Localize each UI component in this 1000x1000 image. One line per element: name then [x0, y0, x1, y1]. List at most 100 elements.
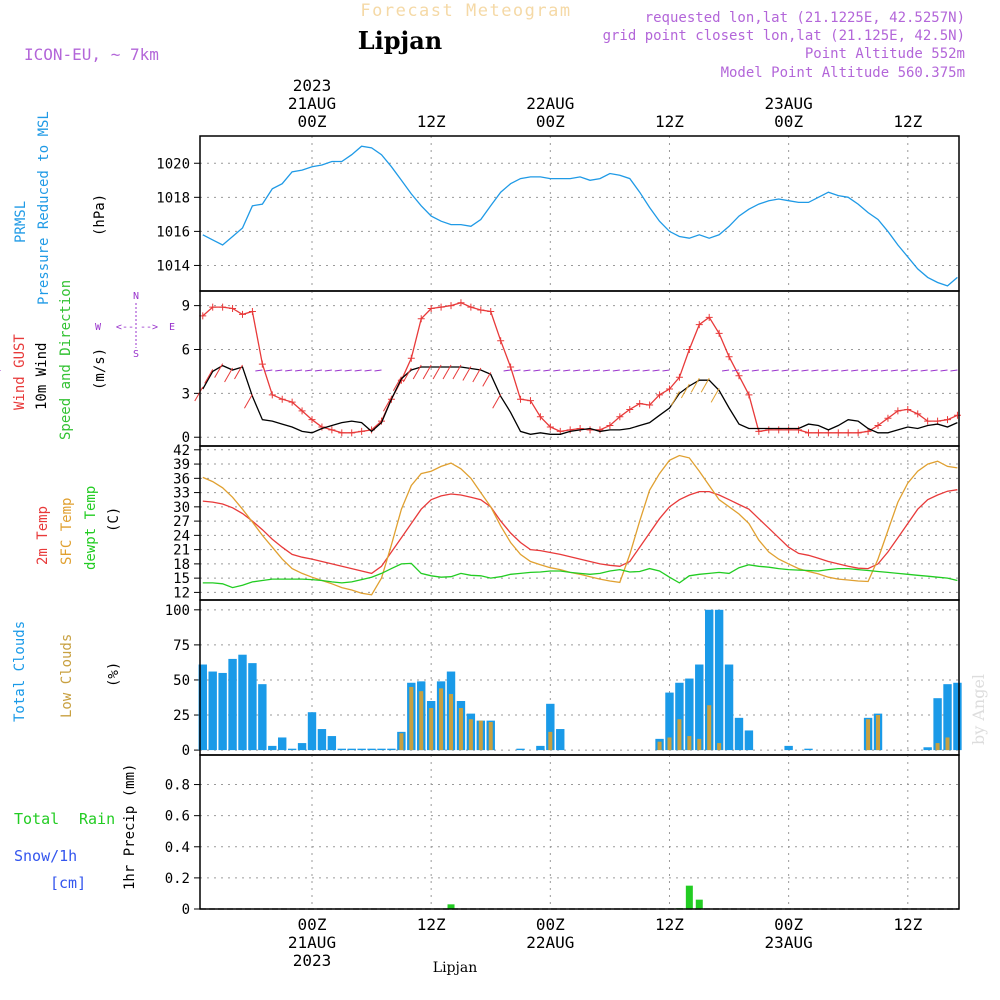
wind-dir-arrow	[543, 369, 551, 372]
point-altitude: Point Altitude 552m	[805, 46, 965, 62]
total-cloud-bar	[695, 664, 704, 751]
compass-arrows: <-- -->	[116, 322, 158, 333]
gust-point	[586, 426, 594, 434]
y-tick-label: 30	[173, 500, 190, 516]
gust-point	[526, 397, 534, 405]
bottom-time-label: 12Z	[417, 915, 446, 934]
ms-label: (m/s)	[92, 348, 108, 390]
total-cloud-bar	[248, 663, 257, 751]
total-cloud-bar	[208, 671, 217, 751]
gust-point	[685, 345, 693, 353]
bottom-time-label: 00Z	[536, 915, 565, 934]
wind-dir-arrow	[275, 369, 283, 372]
y-tick-label: 24	[173, 528, 190, 544]
wind-dir-arrow	[642, 369, 650, 372]
low-cloud-bar	[697, 738, 702, 751]
total-cloud-bar	[556, 729, 565, 751]
gust-point	[546, 423, 554, 431]
low-cloud-bar	[439, 688, 444, 751]
y-tick-label: 25	[173, 708, 190, 724]
panel-frame	[199, 290, 960, 447]
wind-dir-arrow	[741, 369, 749, 372]
bottom-time-label: 00Z	[774, 915, 803, 934]
total-cloud-bar	[317, 729, 327, 751]
product-title: Forecast Meteogram	[360, 1, 571, 21]
wind-dir-arrow	[294, 369, 303, 372]
wind-dir-arrow	[553, 369, 561, 372]
gust-point	[904, 405, 912, 413]
gust-point	[258, 360, 266, 368]
panel-frame	[199, 135, 960, 292]
gust-point	[328, 426, 336, 434]
wind-dir-arrow	[841, 369, 849, 372]
total-cloud-bar	[268, 745, 277, 751]
wind-dir-arrow	[700, 377, 710, 393]
clouds-panel: 0 25 50 75 100	[165, 599, 962, 759]
wind-dir-arrow	[761, 369, 769, 372]
wind-dir-arrow	[344, 369, 352, 372]
total-cloud-bar	[218, 672, 227, 751]
gust-point	[894, 407, 902, 415]
series-10m-wind	[202, 364, 958, 435]
low-cloud-bar	[449, 693, 454, 751]
y-tick-label: 1018	[156, 190, 190, 206]
total-cloud-bar	[784, 745, 793, 751]
low-cloud-bar	[866, 719, 871, 751]
gust-point	[646, 401, 654, 409]
total-cloud-bar	[307, 712, 317, 751]
y-tick-label: 0	[182, 902, 190, 918]
wind-dir-arrow	[900, 369, 908, 372]
gust-point	[884, 414, 892, 422]
total-cloud-bar	[685, 678, 694, 751]
total-cloud-bar	[536, 745, 545, 751]
bottom-time-label: 12Z	[655, 915, 684, 934]
wind-dir-arrow	[670, 391, 680, 406]
wind-dir-arrow	[821, 369, 829, 372]
total-cloud-bar	[337, 748, 346, 751]
y-tick-label: 75	[173, 638, 190, 654]
series-dewpt-temp	[202, 562, 958, 589]
gust-point	[834, 429, 842, 437]
y-tick-label: 33	[173, 486, 190, 502]
cm-label: [cm]	[50, 874, 86, 892]
low-cloud-bar	[707, 705, 712, 751]
watermark: by Angel	[969, 674, 988, 745]
total-cloud-bar	[734, 717, 744, 751]
wind-dir-arrow	[472, 367, 482, 383]
wind-dir-arrow	[234, 364, 243, 380]
wind-dir-arrow	[632, 369, 640, 372]
wind-dir-arrow	[204, 369, 214, 384]
low-cloud-bar	[677, 719, 682, 751]
gust-point	[507, 363, 515, 371]
bottom-time-label: 23AUG	[765, 933, 813, 952]
c-label: (C)	[106, 507, 122, 532]
total-cloud-bar	[516, 748, 525, 751]
prmsl-label: PRMSL	[13, 201, 29, 243]
gust-point	[874, 422, 882, 430]
wind-dir-arrow	[492, 394, 502, 409]
wind-dir-arrow	[573, 369, 581, 372]
gust-point	[805, 429, 812, 437]
compass-e: E	[169, 322, 175, 333]
y-tick-label: 0	[182, 743, 190, 759]
pressure-panel: 1014 1016 1018 1020	[156, 135, 960, 292]
gust-point	[715, 329, 723, 337]
location-title: Lipjan	[358, 26, 442, 55]
wind-dir-arrow	[422, 364, 432, 380]
pressure-label: Pressure Reduced to MSL	[36, 111, 52, 305]
compass-s: S	[133, 349, 139, 360]
y-tick-label: 21	[173, 543, 190, 559]
y-tick-label: 9	[182, 299, 190, 315]
low-cloud-bar	[429, 708, 434, 751]
y-tick-label: 42	[173, 443, 190, 459]
total-cloud-bar	[744, 730, 754, 751]
gust-point	[616, 413, 624, 421]
gust-point	[348, 429, 356, 437]
compass-n: N	[133, 291, 139, 302]
wind-dir-arrow	[592, 369, 601, 372]
low-cloud-bar	[488, 722, 493, 751]
dir-label: Speed and Direction	[58, 280, 74, 440]
low-clouds-label: Low Clouds	[59, 634, 75, 718]
wind-dir-arrow	[602, 369, 610, 372]
